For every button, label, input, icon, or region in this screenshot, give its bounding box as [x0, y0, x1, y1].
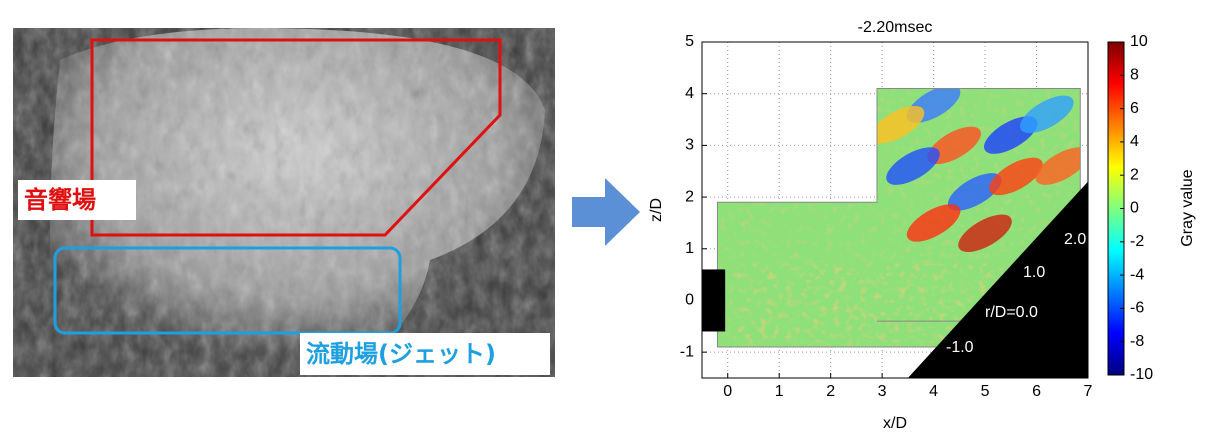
- annotation: 2.0: [1064, 231, 1086, 248]
- colorbar-tick-label: 10: [1130, 33, 1148, 50]
- annotation: -1.0: [946, 339, 974, 356]
- field-blob: [886, 147, 940, 185]
- x-tick-label: 6: [1032, 383, 1041, 400]
- nozzle: [702, 269, 726, 332]
- annotation: 1.0: [1023, 264, 1045, 281]
- colorbar-tick-label: 6: [1130, 100, 1139, 117]
- x-tick-label: 2: [826, 383, 835, 400]
- field-blob: [989, 157, 1043, 196]
- flow-region: [53, 246, 402, 335]
- colorbar-tick-label: -10: [1130, 366, 1153, 383]
- photo: 音響場 流動場(ジェット): [13, 28, 555, 377]
- colorbar-tick-label: -6: [1130, 300, 1144, 317]
- y-axis-label: z/D: [648, 198, 665, 222]
- x-tick-label: 5: [981, 383, 990, 400]
- y-tick-label: 3: [685, 137, 694, 154]
- y-tick-label: -1: [680, 343, 694, 360]
- field-blob: [1035, 147, 1081, 185]
- label-box: [300, 333, 550, 375]
- x-tick-label: 4: [929, 383, 938, 400]
- annotation: r/D=0.0: [985, 304, 1038, 321]
- arrow: [572, 178, 640, 246]
- field-blob: [958, 214, 1012, 253]
- acoustic-label: 音響場: [24, 186, 96, 214]
- chart: -2.20msec x/D z/D Gray value: [648, 19, 1196, 432]
- colorbar-tick-label: -2: [1130, 233, 1144, 250]
- x-tick-label: 3: [878, 383, 887, 400]
- field-blob: [927, 126, 981, 165]
- axes-frame: [701, 41, 1089, 379]
- x-tick-label: 7: [1084, 383, 1093, 400]
- flow-label: 流動場(ジェット): [306, 340, 496, 368]
- field-blob: [906, 204, 961, 242]
- colorbar-tick-label: -4: [1130, 266, 1144, 283]
- colorbar-tick-label: 2: [1130, 166, 1139, 183]
- x-tick-label: 0: [723, 383, 732, 400]
- colorbar-tick-label: -8: [1130, 333, 1144, 350]
- colorbar-tick-label: 0: [1130, 200, 1139, 217]
- y-tick-label: 1: [685, 240, 694, 257]
- y-tick-label: 5: [685, 33, 694, 50]
- field-blob: [947, 173, 1002, 211]
- x-tick-label: 1: [775, 383, 784, 400]
- colorbar-tick-label: 8: [1130, 67, 1139, 84]
- y-tick-label: 4: [685, 85, 694, 102]
- field-blob: [1020, 95, 1074, 134]
- chart-title: -2.20msec: [858, 19, 933, 36]
- colorbar-label: Gray value: [1179, 169, 1196, 246]
- colorbar-tick-label: 4: [1130, 133, 1139, 150]
- nozzle-shadow: [907, 181, 1088, 378]
- x-axis-label: x/D: [883, 415, 907, 432]
- y-tick-label: 2: [685, 188, 694, 205]
- label-box: [18, 180, 136, 220]
- field-blob: [870, 105, 925, 144]
- y-tick-label: 0: [685, 292, 694, 309]
